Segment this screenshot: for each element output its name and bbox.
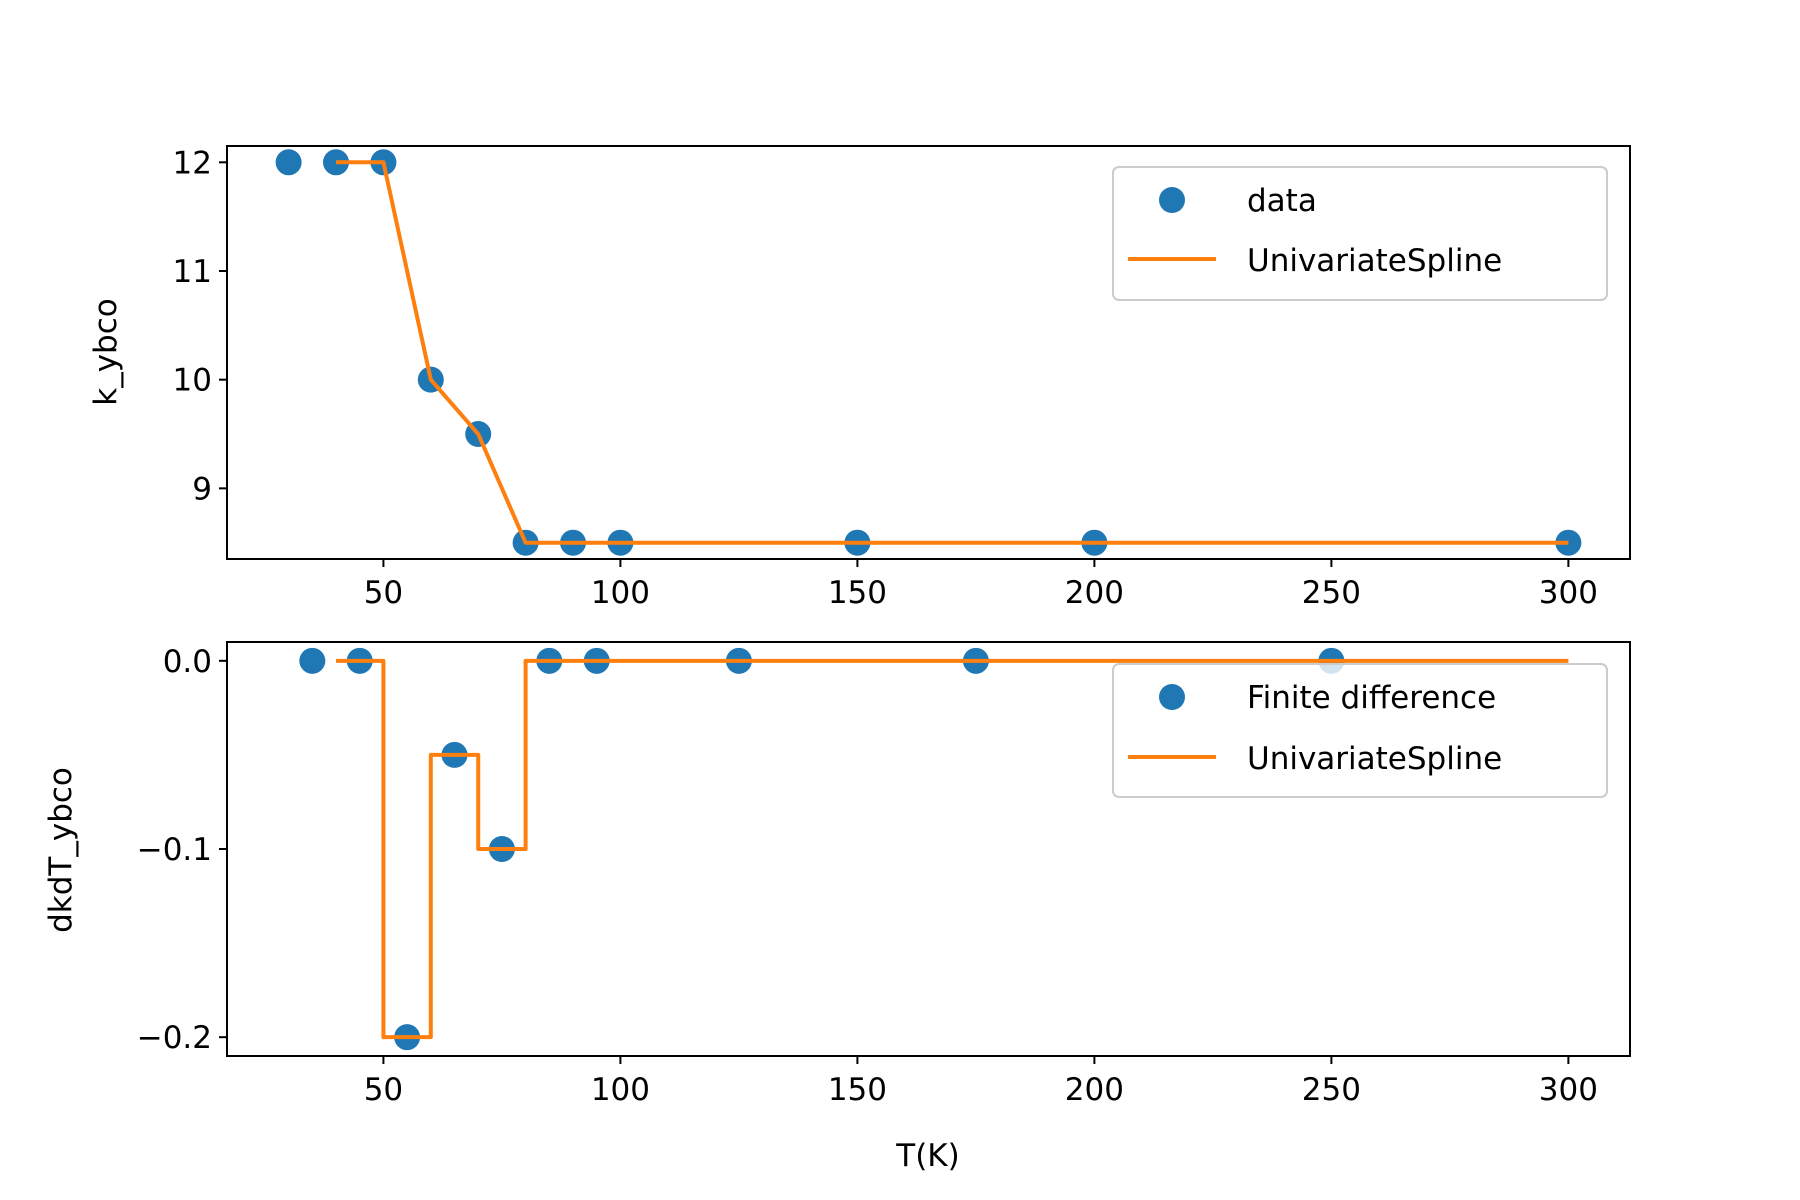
bottom-x-tick-label: 250 [1302, 1072, 1361, 1108]
bottom-legend-box [1112, 663, 1608, 798]
bottom-y-axis: 0.0 −0.1 −0.2 [137, 644, 227, 1056]
bottom-spline-line [336, 658, 1569, 1040]
top-legend-marker-data [1159, 187, 1185, 213]
bottom-x-tick-label: 200 [1065, 1072, 1124, 1108]
top-legend: data UnivariateSpline [1112, 166, 1608, 301]
bottom-y-axis-label: dkdT_ybco [43, 767, 79, 933]
bottom-x-tick-label: 100 [591, 1072, 650, 1108]
bottom-scatter-point [299, 647, 326, 674]
bottom-x-axis: 50 100 150 200 250 300 [364, 1056, 1598, 1108]
bottom-legend: Finite difference UnivariateSpline [1112, 663, 1608, 798]
top-x-tick-label: 150 [828, 575, 887, 611]
top-x-axis: 50 100 150 200 250 300 [364, 559, 1598, 611]
top-x-tick-label: 50 [364, 575, 403, 611]
top-legend-label-data: data [1247, 183, 1317, 219]
bottom-legend-marker-finite-difference [1159, 684, 1185, 710]
top-x-tick-label: 300 [1539, 575, 1598, 611]
top-legend-label-spline: UnivariateSpline [1247, 243, 1502, 279]
bottom-legend-label-spline: UnivariateSpline [1247, 741, 1502, 777]
top-scatter-point [323, 149, 350, 176]
top-scatter-point [1555, 529, 1582, 556]
top-y-tick-label: 11 [173, 254, 212, 290]
bottom-x-axis-label: T(K) [895, 1138, 959, 1174]
bottom-legend-label-finite-difference: Finite difference [1247, 680, 1496, 716]
top-x-tick-label: 250 [1302, 575, 1361, 611]
top-axes-frame [226, 145, 1631, 560]
top-y-tick-label: 10 [173, 363, 212, 399]
bottom-x-tick-label: 50 [364, 1072, 403, 1108]
top-x-tick-label: 100 [591, 575, 650, 611]
top-y-tick-label: 12 [173, 145, 212, 181]
bottom-y-tick-label: −0.1 [137, 832, 212, 868]
top-y-axis-label: k_ybco [88, 298, 124, 406]
bottom-x-tick-label: 150 [828, 1072, 887, 1108]
bottom-y-tick-label: 0.0 [163, 644, 212, 680]
bottom-x-tick-label: 300 [1539, 1072, 1598, 1108]
top-spline-line [336, 160, 1569, 545]
top-scatter-point [275, 149, 302, 176]
top-x-tick-label: 200 [1065, 575, 1124, 611]
top-y-axis: 9 10 11 12 [173, 145, 227, 507]
top-plot-area [275, 149, 1582, 556]
subplot-bottom: 50 100 150 200 250 300 0.0−0.1−0.2 dkdT_ybco … [43, 641, 1631, 1174]
subplot-top: 50 100 150 200 250 300 9 10 11 12 k_ybco data Un… [88, 145, 1631, 611]
bottom-y-tick-label: −0.2 [137, 1020, 212, 1056]
top-y-tick-label: 9 [192, 471, 212, 507]
top-legend-box [1112, 166, 1608, 301]
